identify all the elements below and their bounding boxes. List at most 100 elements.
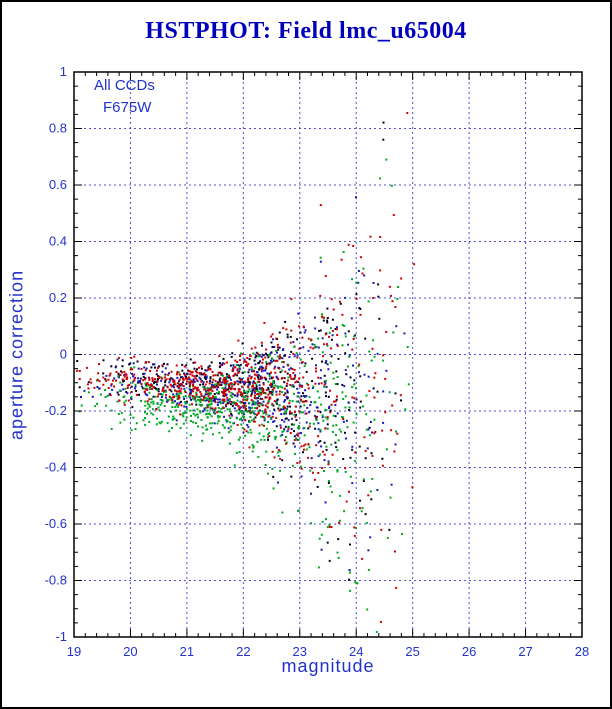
scatter-point [303, 404, 306, 407]
scatter-point [167, 373, 170, 376]
annotation-all-ccds: All CCDs [94, 77, 155, 94]
scatter-point [241, 380, 244, 383]
scatter-point [286, 391, 289, 394]
scatter-point [254, 403, 257, 406]
scatter-point [300, 411, 303, 414]
scatter-point [264, 392, 267, 395]
scatter-point [189, 392, 192, 395]
scatter-point [231, 396, 234, 399]
scatter-point [194, 414, 197, 417]
scatter-point [306, 382, 308, 385]
scatter-point [208, 403, 211, 406]
scatter-point [246, 395, 249, 398]
scatter-point [344, 369, 347, 372]
scatter-point [272, 376, 275, 379]
scatter-point [330, 526, 333, 529]
scatter-point [382, 138, 385, 141]
scatter-point [152, 413, 155, 416]
scatter-point [208, 399, 211, 402]
scatter-point [259, 375, 262, 378]
scatter-point [262, 354, 265, 357]
scatter-point [323, 380, 326, 383]
scatter-point [193, 409, 196, 412]
scatter-point [286, 396, 289, 399]
scatter-point [242, 431, 245, 434]
scatter-point [304, 362, 307, 365]
scatter-point [253, 359, 256, 362]
scatter-point [250, 377, 252, 380]
scatter-point [216, 388, 219, 391]
scatter-point [272, 385, 275, 388]
scatter-point [292, 341, 295, 344]
scatter-point [279, 426, 282, 429]
scatter-point [271, 412, 274, 415]
scatter-point [201, 403, 204, 406]
scatter-point [304, 443, 307, 446]
scatter-point [150, 398, 153, 401]
scatter-point [189, 390, 192, 393]
scatter-point [226, 380, 229, 383]
scatter-point [309, 469, 312, 472]
scatter-point [163, 405, 166, 407]
scatter-point [243, 360, 246, 363]
scatter-point [233, 402, 236, 405]
scatter-point [240, 394, 243, 397]
scatter-point [217, 415, 220, 417]
scatter-point [308, 411, 310, 414]
scatter-point [283, 439, 286, 442]
scatter-point [132, 362, 135, 365]
scatter-point [336, 395, 338, 398]
scatter-point [116, 400, 119, 403]
scatter-point [102, 372, 105, 375]
scatter-point [139, 381, 142, 384]
scatter-point [221, 411, 223, 414]
scatter-point [144, 404, 147, 407]
scatter-point [276, 402, 278, 405]
scatter-point [168, 395, 171, 398]
scatter-point [272, 381, 275, 384]
scatter-point [235, 402, 238, 405]
scatter-point [310, 522, 313, 525]
scatter-point [261, 387, 263, 389]
scatter-point [162, 386, 165, 389]
scatter-point [401, 533, 403, 535]
scatter-point [345, 373, 348, 376]
scatter-point [313, 401, 316, 404]
scatter-point [355, 582, 358, 585]
scatter-point [347, 401, 350, 404]
scatter-point [251, 450, 254, 453]
y-tick-label: 1 [60, 64, 67, 79]
scatter-point [250, 347, 253, 350]
scatter-point [287, 425, 290, 428]
scatter-point [336, 376, 339, 378]
scatter-point [231, 393, 234, 396]
scatter-point [205, 396, 208, 399]
scatter-point [245, 407, 247, 410]
scatter-point [80, 404, 83, 407]
scatter-point [226, 396, 229, 399]
scatter-point [211, 433, 214, 436]
scatter-point [342, 398, 345, 400]
scatter-point [326, 344, 329, 347]
scatter-point [326, 423, 329, 426]
scatter-point [264, 396, 267, 399]
scatter-point [189, 370, 192, 373]
scatter-point [373, 418, 376, 421]
scatter-point [394, 443, 397, 446]
scatter-point [242, 401, 245, 404]
scatter-point [262, 358, 264, 361]
scatter-point [275, 393, 278, 396]
scatter-point [123, 403, 126, 406]
scatter-point [351, 386, 354, 389]
scatter-point [328, 525, 331, 528]
scatter-point [216, 392, 219, 395]
scatter-point [171, 401, 174, 404]
scatter-point [192, 384, 195, 386]
scatter-point [223, 380, 226, 383]
scatter-point [281, 459, 284, 462]
scatter-point [344, 332, 347, 335]
scatter-point [241, 415, 244, 418]
scatter-point [173, 386, 176, 389]
scatter-point [359, 308, 362, 310]
scatter-point [140, 400, 142, 402]
